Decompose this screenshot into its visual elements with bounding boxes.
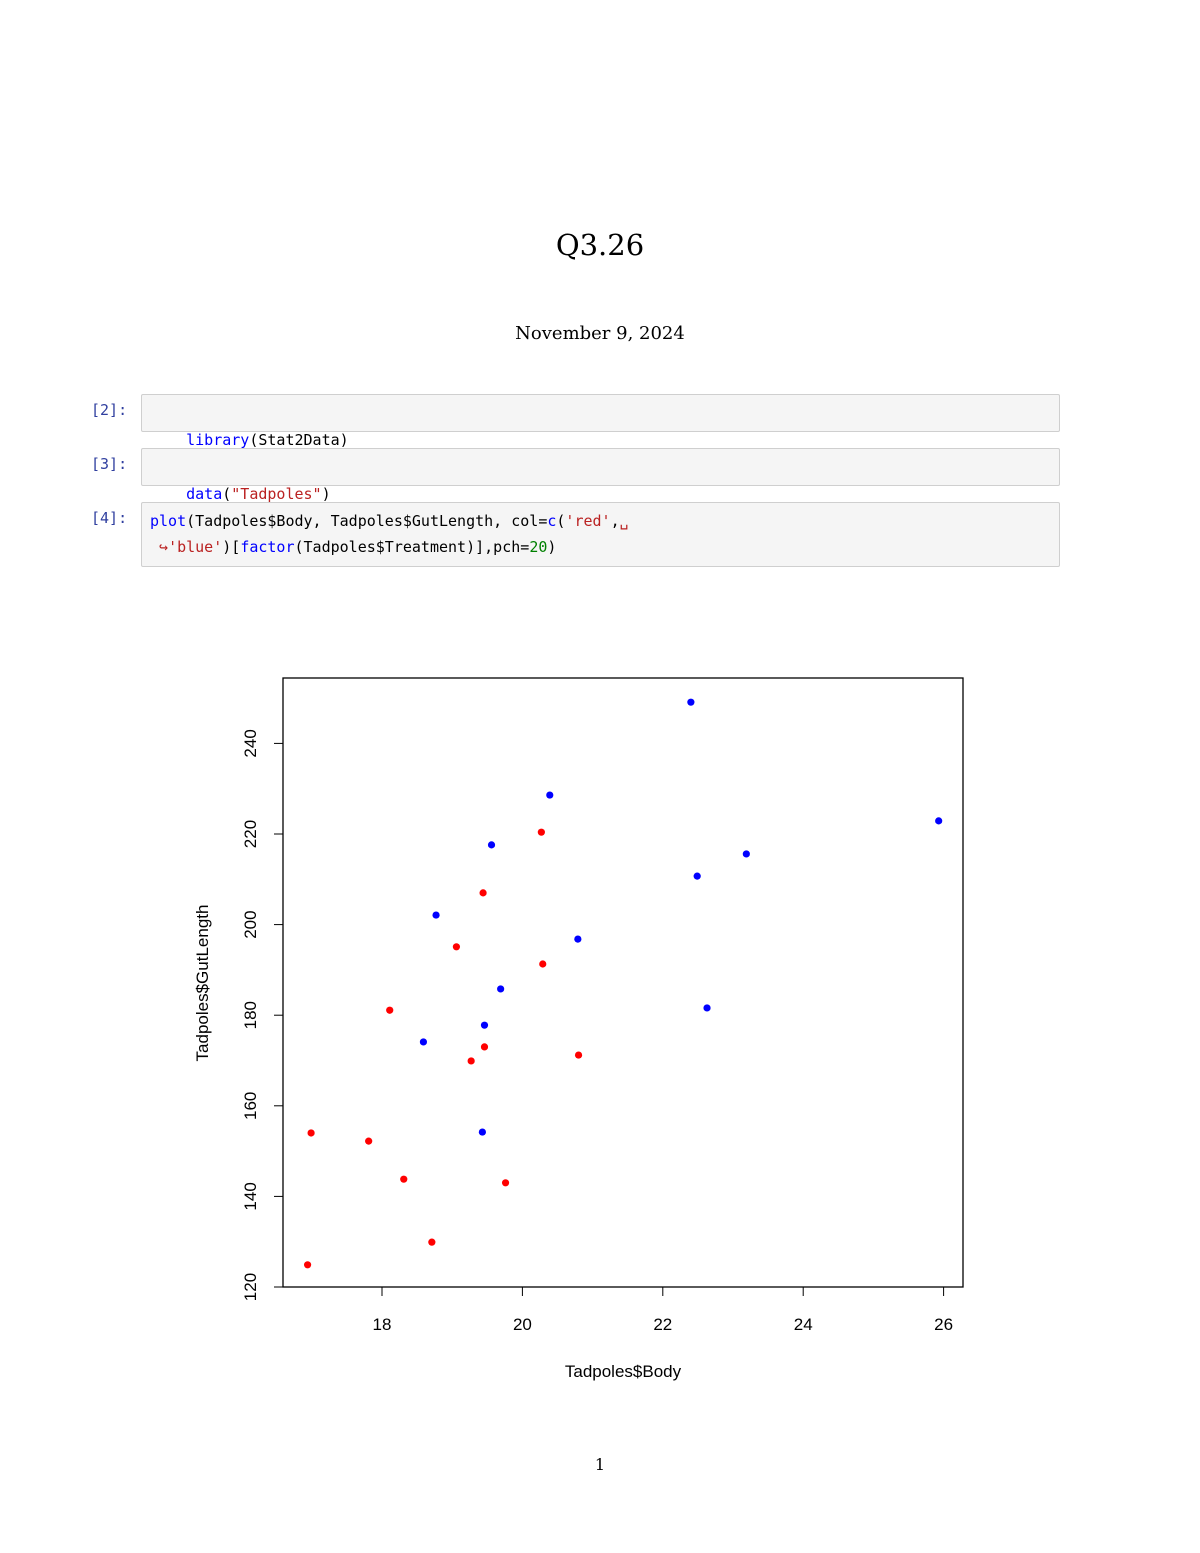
code-token: plot — [150, 512, 187, 530]
y-tick-label: 140 — [241, 1182, 260, 1210]
code-token: ) — [547, 538, 557, 556]
y-tick-label: 120 — [241, 1273, 260, 1301]
data-point-blue — [574, 935, 582, 943]
cell-prompt: [4]: — [91, 509, 128, 527]
data-point-blue — [546, 791, 554, 799]
data-point-blue — [693, 872, 701, 880]
x-axis-label: Tadpoles$Body — [565, 1362, 682, 1381]
data-point-blue — [687, 698, 695, 706]
data-point-red — [537, 828, 545, 836]
code-token: ↪ — [150, 538, 169, 556]
data-point-red — [307, 1129, 315, 1137]
code-token: ( — [556, 512, 566, 530]
document-date: November 9, 2024 — [515, 323, 685, 344]
code-line: data("Tadpoles") — [186, 485, 331, 503]
data-point-blue — [487, 841, 496, 849]
code-input[interactable]: plot(Tadpoles$Body, Tadpoles$GutLength, … — [141, 502, 1060, 567]
code-token: )[ — [222, 538, 241, 556]
y-axis: 120 140 160 180 200 220 240 — [241, 729, 283, 1301]
data-point-red — [386, 1006, 394, 1014]
x-tick-label: 22 — [653, 1315, 672, 1334]
cell-prompt: [3]: — [91, 455, 128, 473]
plot-frame — [282, 677, 964, 1288]
y-tick-label: 180 — [241, 1001, 260, 1029]
cell-prompt: [2]: — [91, 401, 128, 419]
code-line-1: plot(Tadpoles$Body, Tadpoles$GutLength, … — [150, 512, 629, 530]
scatter-plot: 18 20 22 24 26 120 140 160 180 200 220 240 Tadpole… — [193, 677, 964, 1381]
code-token: 20 — [529, 538, 548, 556]
code-token: (Tadpoles$Body, Tadpoles$GutLength, col= — [186, 512, 548, 530]
document-title: Q3.26 — [555, 228, 645, 262]
data-point-blue — [742, 850, 750, 858]
x-axis: 18 20 22 24 26 — [373, 1287, 953, 1334]
x-tick-label: 20 — [513, 1315, 532, 1334]
data-point-red — [539, 960, 547, 968]
code-cell-2[interactable]: [2]: library(Stat2Data) — [88, 394, 1060, 449]
code-token: ( — [222, 485, 232, 503]
code-line: library(Stat2Data) — [186, 431, 349, 449]
data-point-red — [303, 1261, 312, 1269]
data-point-blue — [935, 817, 943, 825]
page-number: 1 — [594, 1455, 606, 1474]
data-point-red — [480, 1043, 489, 1051]
y-tick-label: 160 — [241, 1092, 260, 1120]
code-cell-3[interactable]: [3]: data("Tadpoles") — [88, 448, 1060, 503]
code-token: ) — [321, 485, 331, 503]
y-tick-label: 200 — [241, 910, 260, 938]
data-point-blue — [478, 1128, 486, 1136]
data-point-red — [400, 1175, 408, 1183]
data-point-red — [428, 1238, 436, 1246]
code-token: library — [186, 431, 250, 449]
code-token: "Tadpoles" — [231, 485, 322, 503]
data-points — [303, 698, 943, 1269]
x-tick-label: 26 — [934, 1315, 953, 1334]
x-tick-label: 24 — [794, 1315, 813, 1334]
code-input[interactable]: data("Tadpoles") — [141, 448, 1060, 503]
data-point-blue — [703, 1004, 711, 1012]
y-axis-label: Tadpoles$GutLength — [193, 905, 212, 1062]
data-point-red — [452, 943, 461, 951]
data-point-red — [365, 1137, 373, 1145]
data-point-red — [501, 1179, 510, 1187]
code-token: factor — [240, 538, 295, 556]
data-point-red — [467, 1057, 475, 1065]
code-token: , — [610, 512, 620, 530]
data-point-red — [574, 1051, 583, 1059]
y-tick-label: 240 — [241, 729, 260, 757]
code-token: 'blue' — [168, 538, 223, 556]
y-tick-label: 220 — [241, 820, 260, 848]
code-token: (Stat2Data) — [249, 431, 349, 449]
data-point-blue — [432, 911, 440, 919]
code-input[interactable]: library(Stat2Data) — [141, 394, 1060, 449]
data-point-red — [479, 889, 487, 897]
code-token: (Tadpoles$Treatment)],pch= — [294, 538, 530, 556]
data-point-blue — [480, 1021, 489, 1029]
x-tick-label: 18 — [373, 1315, 392, 1334]
data-point-blue — [419, 1038, 428, 1046]
code-line-2: ↪'blue')[factor(Tadpoles$Treatment)],pch… — [150, 538, 556, 556]
code-cell-4[interactable]: [4]: plot(Tadpoles$Body, Tadpoles$GutLen… — [88, 502, 1060, 567]
data-point-blue — [497, 985, 505, 993]
code-token: c — [547, 512, 557, 530]
code-token: ␣ — [619, 512, 629, 530]
code-token: data — [186, 485, 223, 503]
code-token: 'red' — [565, 512, 611, 530]
